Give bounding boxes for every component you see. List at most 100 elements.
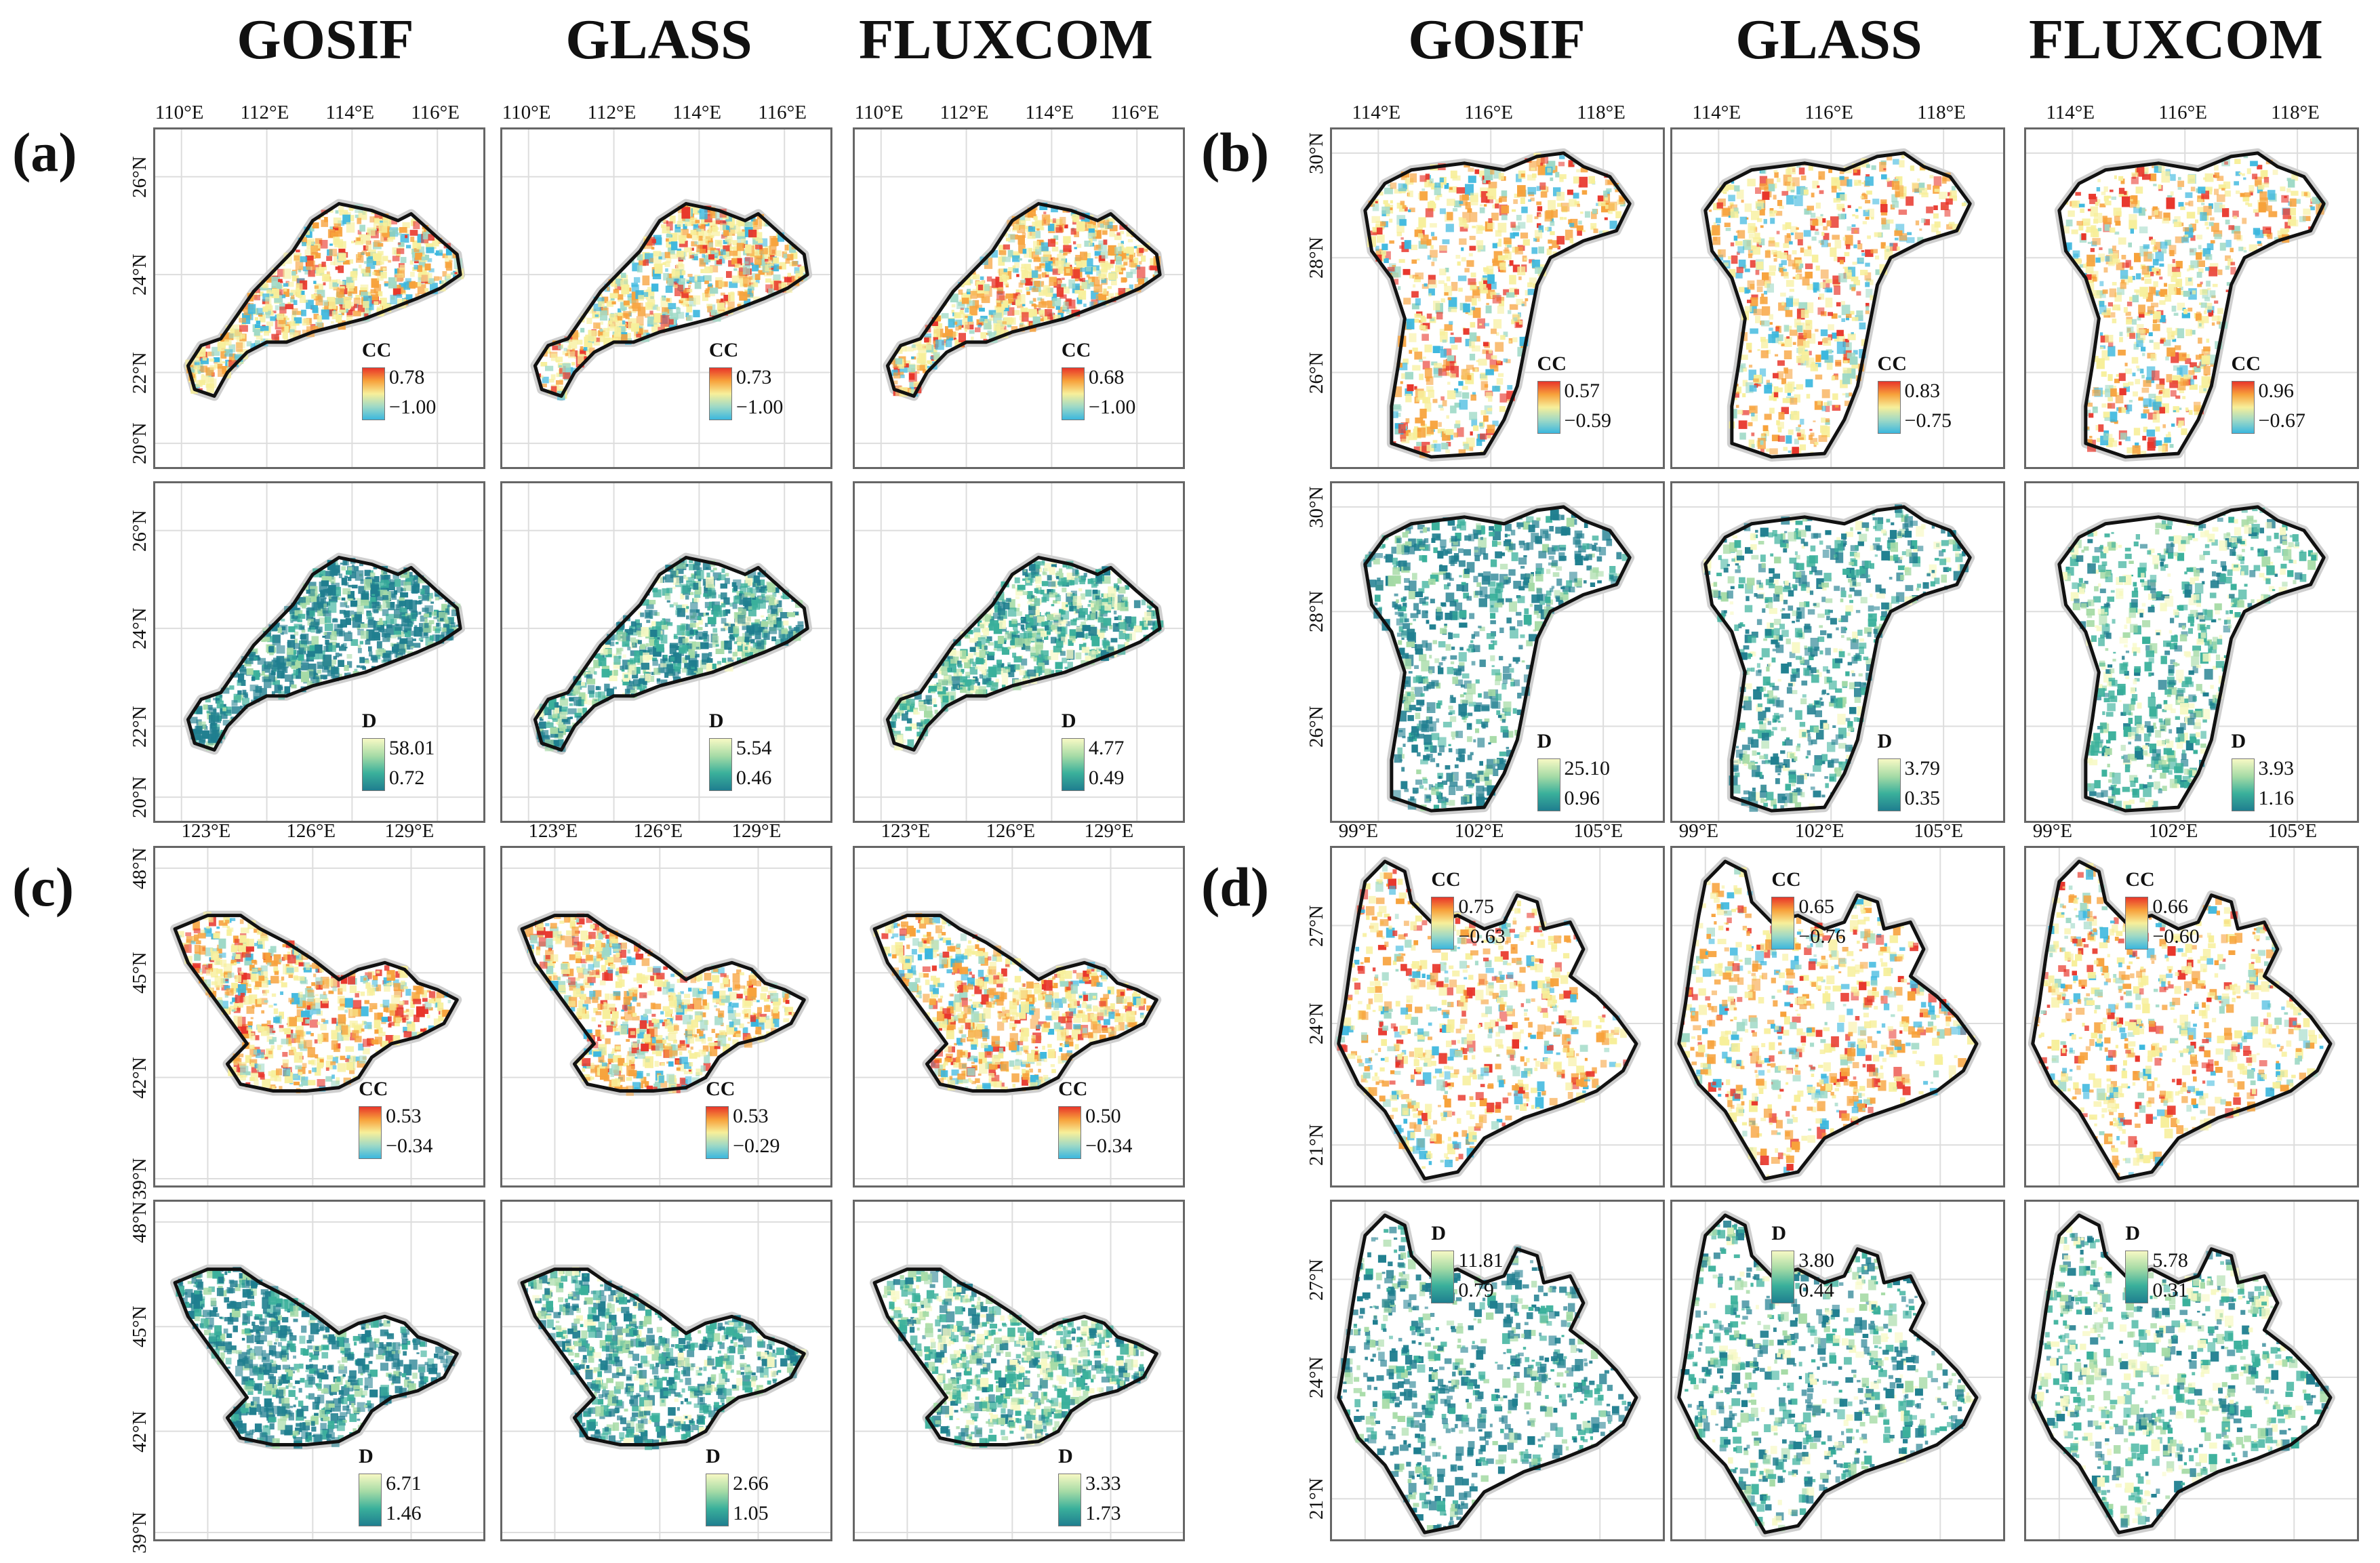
cc-legend: CC 0.75 −0.63	[1431, 868, 1546, 963]
map-panel-d-cc-2: CC 0.66 −0.60	[2024, 846, 2359, 1188]
legend-colorbar	[361, 367, 385, 420]
legend-min-value: 1.16	[2258, 786, 2295, 809]
raster-pixels	[1363, 509, 1630, 811]
map-panel-b-cc-0: CC 0.57 −0.59	[1330, 127, 1665, 469]
legend-max-value: 0.53	[386, 1104, 422, 1127]
raster-pixels	[176, 911, 453, 1093]
legend-title: D	[708, 709, 724, 732]
legend-min-value: 0.31	[2152, 1278, 2188, 1301]
legend-colorbar	[359, 1473, 382, 1526]
raster-pixels	[1680, 1220, 1974, 1532]
latitude-tick-label: 27°N	[1306, 1258, 1327, 1301]
legend-min-value: 0.96	[1564, 786, 1600, 809]
legend-min-value: −0.29	[733, 1134, 780, 1157]
legend-min-value: −0.63	[1458, 925, 1506, 948]
legend-min-value: −0.59	[1564, 409, 1611, 432]
map-panel-b-d-0: D 25.10 0.96	[1330, 481, 1665, 823]
longitude-tick-label: 105°E	[2267, 820, 2318, 842]
legend-max-value: 0.65	[1798, 895, 1834, 918]
province-boundary	[173, 914, 459, 1093]
longitude-tick-label: 126°E	[286, 820, 336, 842]
longitude-tick-label: 114°E	[1692, 102, 1741, 123]
province-boundary	[2057, 151, 2326, 459]
province-boundary	[533, 556, 809, 752]
longitude-tick-label: 112°E	[940, 102, 989, 123]
legend-min-value: −0.67	[2258, 409, 2305, 432]
latitude-tick-label: 30°N	[1306, 486, 1327, 528]
legend-colorbar	[1431, 896, 1455, 950]
latitude-tick-label: 24°N	[1306, 1356, 1327, 1398]
legend-colorbar	[706, 1473, 729, 1526]
d-legend: D 5.78 0.31	[2125, 1222, 2240, 1317]
map-panel-b-d-2: D 3.93 1.16	[2024, 481, 2359, 823]
longitude-tick-label: 102°E	[1794, 820, 1844, 842]
legend-max-value: 0.83	[1904, 379, 1941, 402]
legend-title: D	[2125, 1221, 2141, 1244]
legend-title: CC	[1877, 352, 1907, 375]
province-boundary	[520, 1267, 806, 1447]
map-canvas	[502, 848, 830, 1185]
legend-max-value: 3.80	[1798, 1249, 1834, 1272]
longitude-tick-label: 110°E	[502, 102, 551, 123]
legend-title: CC	[1058, 1077, 1088, 1100]
map-panel-c-d-2: D 3.33 1.73	[853, 1200, 1185, 1541]
map-canvas	[2026, 483, 2357, 821]
province-boundary	[1677, 859, 1979, 1181]
cc-legend: CC 0.73 −1.00	[708, 339, 824, 434]
latitude-tick-label: 28°N	[1306, 237, 1327, 279]
longitude-tick-label: 102°E	[2148, 820, 2198, 842]
latitude-tick-label: 48°N	[129, 847, 150, 889]
longitude-tick-label: 116°E	[758, 102, 807, 123]
legend-max-value: 4.77	[1088, 736, 1125, 759]
latitude-tick-label: 20°N	[129, 776, 150, 819]
province-boundary	[885, 202, 1162, 398]
legend-colorbar	[1061, 367, 1085, 420]
longitude-tick-label: 99°E	[1678, 820, 1719, 842]
legend-title: CC	[1537, 352, 1567, 375]
province-boundary	[520, 914, 806, 1093]
legend-min-value: −0.76	[1798, 925, 1846, 948]
legend-title: D	[2231, 729, 2246, 752]
province-boundary	[1363, 151, 1632, 459]
legend-title: D	[1537, 729, 1552, 752]
map-panel-d-d-0: D 11.81 0.79	[1330, 1200, 1665, 1541]
legend-min-value: 0.79	[1458, 1278, 1494, 1301]
legend-title: CC	[706, 1077, 735, 1100]
map-canvas	[855, 483, 1183, 821]
legend-colorbar	[1771, 896, 1795, 950]
latitude-tick-label: 27°N	[1306, 904, 1327, 947]
province-boundary	[872, 914, 1158, 1093]
map-canvas	[1672, 1202, 2003, 1539]
legend-colorbar	[361, 737, 385, 791]
province-boundary	[533, 202, 809, 398]
legend-colorbar	[1058, 1473, 1082, 1526]
legend-max-value: 0.78	[388, 365, 425, 388]
longitude-tick-label: 123°E	[528, 820, 578, 842]
legend-max-value: 0.57	[1564, 379, 1600, 402]
longitude-tick-label: 126°E	[986, 820, 1036, 842]
latitude-tick-label: 26°N	[1306, 352, 1327, 394]
legend-colorbar	[2125, 1250, 2149, 1303]
legend-max-value: 0.73	[735, 365, 772, 388]
longitude-tick-label: 114°E	[1025, 102, 1074, 123]
map-canvas	[1672, 129, 2003, 467]
raster-pixels	[1336, 864, 1629, 1169]
raster-pixels	[1708, 154, 1968, 456]
longitude-tick-label: 118°E	[1577, 102, 1626, 123]
legend-max-value: 0.68	[1088, 365, 1125, 388]
latitude-tick-label: 22°N	[129, 352, 150, 394]
d-legend: D 6.71 1.46	[359, 1445, 474, 1539]
cc-legend: CC 0.53 −0.34	[359, 1078, 474, 1173]
column-title-fluxcom-left: FLUXCOM	[859, 8, 1153, 71]
longitude-tick-label: 105°E	[1914, 820, 1964, 842]
longitude-tick-label: 105°E	[1573, 820, 1623, 842]
cc-legend: CC 0.96 −0.67	[2231, 352, 2347, 447]
longitude-tick-label: 114°E	[672, 102, 722, 123]
d-legend: D 58.01 0.72	[361, 710, 477, 805]
latitude-tick-label: 24°N	[129, 607, 150, 650]
legend-min-value: −0.75	[1904, 409, 1952, 432]
map-panel-d-cc-0: CC 0.75 −0.63	[1330, 846, 1665, 1188]
legend-title: D	[1771, 1221, 1787, 1244]
raster-pixels	[521, 1267, 807, 1450]
longitude-tick-label: 99°E	[1338, 820, 1379, 842]
